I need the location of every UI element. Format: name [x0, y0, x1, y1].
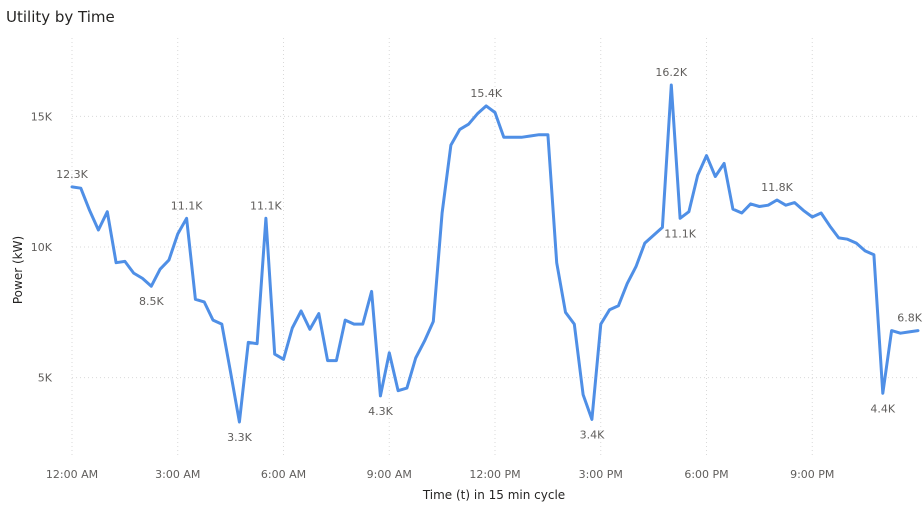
data-label: 3.4K [580, 428, 605, 441]
x-tick-label: 6:00 AM [261, 468, 306, 481]
x-tick-label: 6:00 PM [684, 468, 728, 481]
y-axis-title: Power (kW) [11, 236, 25, 304]
y-axis-ticks: 5K 10K 15K [31, 110, 53, 384]
data-label: 11.1K [250, 199, 282, 212]
data-label: 11.1K [664, 227, 696, 240]
y-tick-label: 15K [31, 110, 53, 123]
data-label: 11.8K [761, 181, 793, 194]
data-label: 6.8K [897, 312, 922, 325]
x-tick-label: 12:00 PM [469, 468, 520, 481]
chart-title: Utility by Time [6, 8, 115, 26]
data-label: 4.4K [870, 402, 895, 415]
data-label: 15.4K [470, 87, 502, 100]
x-tick-label: 3:00 AM [155, 468, 200, 481]
data-label: 4.3K [368, 405, 393, 418]
data-label: 8.5K [139, 295, 164, 308]
x-tick-label: 12:00 AM [46, 468, 98, 481]
x-tick-label: 9:00 PM [790, 468, 834, 481]
y-tick-label: 5K [38, 372, 53, 385]
gridlines [71, 38, 918, 456]
x-axis-title: Time (t) in 15 min cycle [422, 488, 565, 502]
data-label: 3.3K [227, 431, 252, 444]
series-line [70, 83, 920, 424]
series-layer [70, 83, 920, 424]
data-label: 12.3K [56, 168, 88, 181]
x-tick-label: 9:00 AM [367, 468, 412, 481]
x-axis-ticks: 12:00 AM 3:00 AM 6:00 AM 9:00 AM 12:00 PM 3:0… [46, 468, 835, 481]
y-tick-label: 10K [31, 241, 53, 254]
data-labels: 12.3K 8.5K 11.1K 3.3K 11.1K 4.3K 15.4K 3.4K 16.2… [56, 66, 923, 444]
data-label: 11.1K [171, 199, 203, 212]
x-tick-label: 3:00 PM [579, 468, 623, 481]
data-label: 16.2K [655, 66, 687, 79]
